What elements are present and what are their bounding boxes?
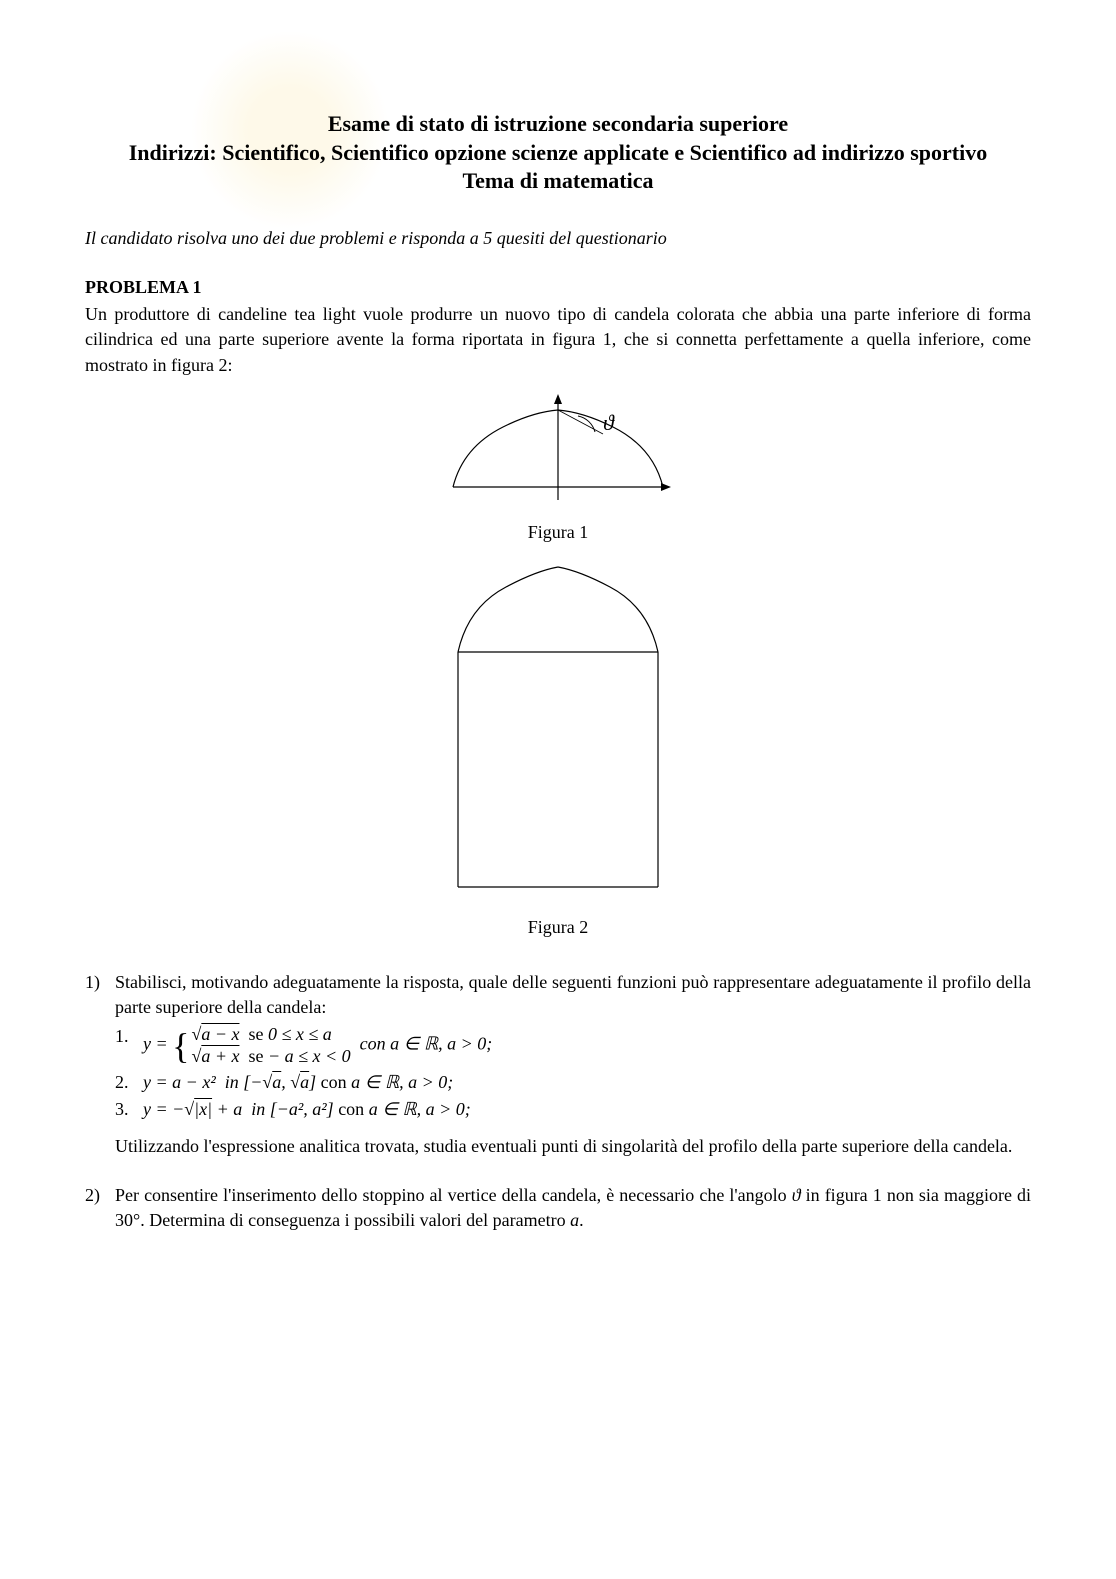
option-2-eq: y = a − x² in [−√a, √a] con a ∈ ℝ, a > 0… [143, 1070, 453, 1095]
instruction: Il candidato risolva uno dei due problem… [85, 226, 1031, 251]
question-1-text: Stabilisci, motivando adeguatamente la r… [115, 970, 1031, 1020]
page-content: Esame di stato di istruzione secondaria … [85, 110, 1031, 1234]
figure-1-container: ϑ Figura 1 [85, 392, 1031, 545]
question-1-followup: Utilizzando l'espressione analitica trov… [115, 1134, 1031, 1159]
option-1: 1. y = { √a − x se 0 ≤ x ≤ a √a + x se −… [115, 1024, 1031, 1067]
option-3-num: 3. [115, 1097, 143, 1122]
opt1-cond: con a ∈ ℝ, a > 0; [355, 1034, 492, 1054]
title-line-1: Esame di stato di istruzione secondaria … [85, 110, 1031, 139]
figure-2-svg [428, 557, 688, 897]
question-2-num: 2) [85, 1183, 115, 1233]
option-1-eq: y = { √a − x se 0 ≤ x ≤ a √a + x se − a … [143, 1024, 492, 1067]
question-1-options: 1. y = { √a − x se 0 ≤ x ≤ a √a + x se −… [115, 1024, 1031, 1122]
figure-2-container: Figura 2 [85, 557, 1031, 940]
figure-2-label: Figura 2 [85, 915, 1031, 940]
option-3-eq: y = −√|x| + a in [−a², a²] con a ∈ ℝ, a … [143, 1097, 471, 1122]
option-2-num: 2. [115, 1070, 143, 1095]
question-2-body: Per consentire l'inserimento dello stopp… [115, 1183, 1031, 1233]
option-1-num: 1. [115, 1024, 143, 1067]
question-2: 2) Per consentire l'inserimento dello st… [85, 1183, 1031, 1233]
question-1-num: 1) [85, 970, 115, 1159]
question-list: 1) Stabilisci, motivando adeguatamente l… [85, 970, 1031, 1234]
option-3: 3. y = −√|x| + a in [−a², a²] con a ∈ ℝ,… [115, 1097, 1031, 1122]
problem-header: PROBLEMA 1 [85, 275, 1031, 300]
question-1: 1) Stabilisci, motivando adeguatamente l… [85, 970, 1031, 1159]
problem-intro: Un produttore di candeline tea light vuo… [85, 302, 1031, 378]
title-line-4: Tema di matematica [85, 167, 1031, 196]
opt1-lhs: y [143, 1034, 151, 1054]
title-line-2: Indirizzi: Scientifico, Scientifico opzi… [85, 139, 1031, 168]
figure-1-svg: ϑ [403, 392, 713, 512]
title-block: Esame di stato di istruzione secondaria … [85, 110, 1031, 196]
theta-label: ϑ [603, 410, 615, 435]
option-2: 2. y = a − x² in [−√a, √a] con a ∈ ℝ, a … [115, 1070, 1031, 1095]
figure-1-label: Figura 1 [85, 520, 1031, 545]
question-1-body: Stabilisci, motivando adeguatamente la r… [115, 970, 1031, 1159]
question-2-text: Per consentire l'inserimento dello stopp… [115, 1183, 1031, 1233]
